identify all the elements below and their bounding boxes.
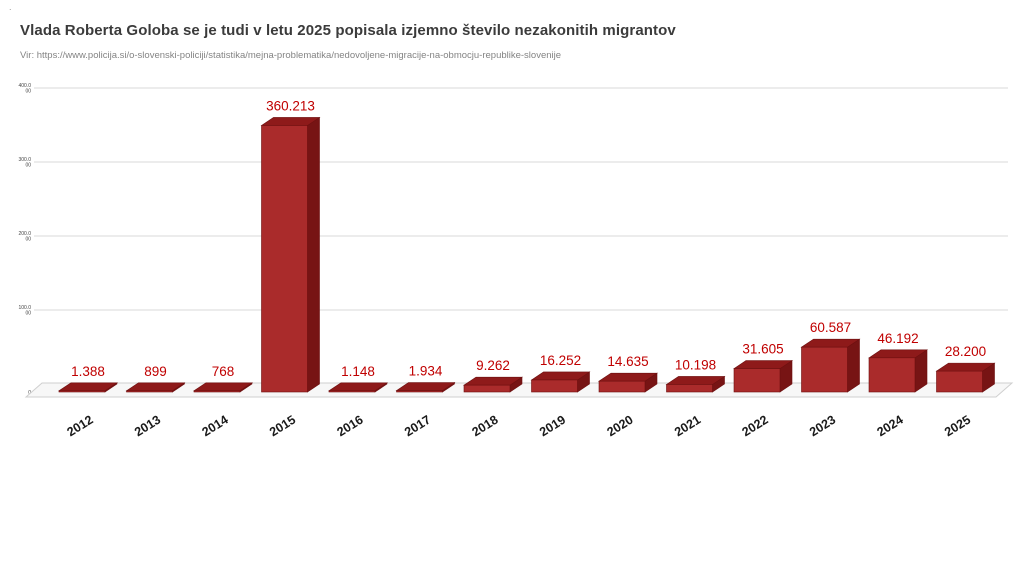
x-axis-label-2015: 2015 xyxy=(267,413,298,440)
y-tick-label: 100.0 00 xyxy=(18,305,31,317)
x-axis-label-2014: 2014 xyxy=(200,413,231,440)
x-axis-label-2013: 2013 xyxy=(132,413,163,440)
value-label-2016: 1.148 xyxy=(341,364,375,379)
bar-2018 xyxy=(463,376,523,393)
bar-2021 xyxy=(665,375,726,393)
x-axis-label-2025: 2025 xyxy=(942,413,973,440)
source-note: Vir: https://www.policija.si/o-slovenski… xyxy=(20,50,562,61)
bar-2017 xyxy=(395,382,456,393)
x-axis-label-2016: 2016 xyxy=(335,413,366,440)
corner-mark: . xyxy=(9,2,12,12)
bar-2019 xyxy=(530,371,591,393)
x-axis-label-2022: 2022 xyxy=(740,413,771,440)
value-label-2022: 31.605 xyxy=(742,342,783,357)
x-axis-label-2023: 2023 xyxy=(807,413,838,440)
value-label-2018: 9.262 xyxy=(476,358,510,373)
y-tick-label: 200.0 00 xyxy=(18,231,31,243)
y-axis-tick-labels: 0 100.0 00 200.0 00 300.0 00 400.0 00 xyxy=(18,83,31,396)
value-label-2021: 10.198 xyxy=(675,357,716,372)
bar-2015 xyxy=(260,116,321,393)
bar-2012 xyxy=(58,382,118,393)
chart-title: Vlada Roberta Goloba se je tudi v letu 2… xyxy=(20,22,676,39)
bar-2023 xyxy=(800,338,861,393)
value-label-2012: 1.388 xyxy=(71,364,105,379)
bar-2022 xyxy=(733,360,793,393)
value-label-2014: 768 xyxy=(212,364,235,379)
value-label-2024: 46.192 xyxy=(877,331,918,346)
value-label-2023: 60.587 xyxy=(810,320,851,335)
value-label-2019: 16.252 xyxy=(540,353,581,368)
y-tick-label: 0 xyxy=(28,390,31,396)
y-tick-label: 400.0 00 xyxy=(18,83,31,95)
x-axis-label-2020: 2020 xyxy=(605,413,636,440)
x-axis-label-2018: 2018 xyxy=(470,413,501,440)
bar-2016 xyxy=(328,382,388,393)
x-axis-label-2021: 2021 xyxy=(672,413,703,440)
value-label-2015: 360.213 xyxy=(266,98,315,113)
y-tick-label: 300.0 00 xyxy=(18,157,31,169)
bar-2024 xyxy=(868,349,928,393)
value-label-2020: 14.635 xyxy=(607,354,648,369)
grid-lines xyxy=(34,87,1008,311)
x-axis-label-2012: 2012 xyxy=(65,413,96,440)
bar-2013 xyxy=(125,382,186,393)
value-label-2013: 899 xyxy=(144,364,167,379)
value-label-2025: 28.200 xyxy=(945,344,986,359)
bar-2020 xyxy=(598,372,658,393)
bar-2014 xyxy=(193,382,253,393)
bar-2025 xyxy=(935,362,996,393)
x-axis-label-2017: 2017 xyxy=(402,413,433,440)
x-axis-label-2024: 2024 xyxy=(875,413,906,440)
value-label-2017: 1.934 xyxy=(409,364,443,379)
x-axis-label-2019: 2019 xyxy=(537,413,568,440)
